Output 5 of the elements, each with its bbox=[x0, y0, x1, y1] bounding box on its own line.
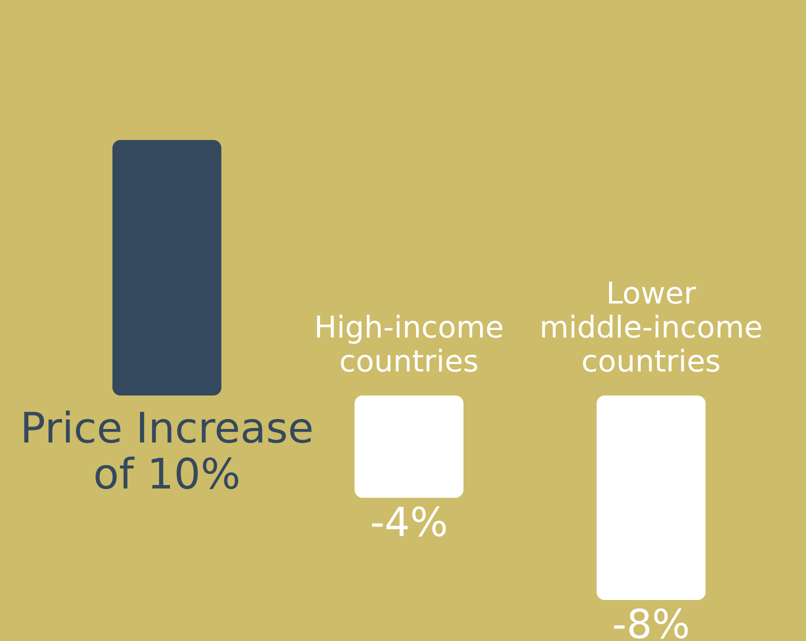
x-tick-label: Price Increase of 10% bbox=[20, 404, 314, 499]
x-tick-label: High-income countries bbox=[314, 310, 504, 380]
data-label: -4% bbox=[370, 500, 448, 546]
data-label: -8% bbox=[612, 602, 690, 641]
x-tick-label: Lower middle-income countries bbox=[540, 276, 763, 380]
